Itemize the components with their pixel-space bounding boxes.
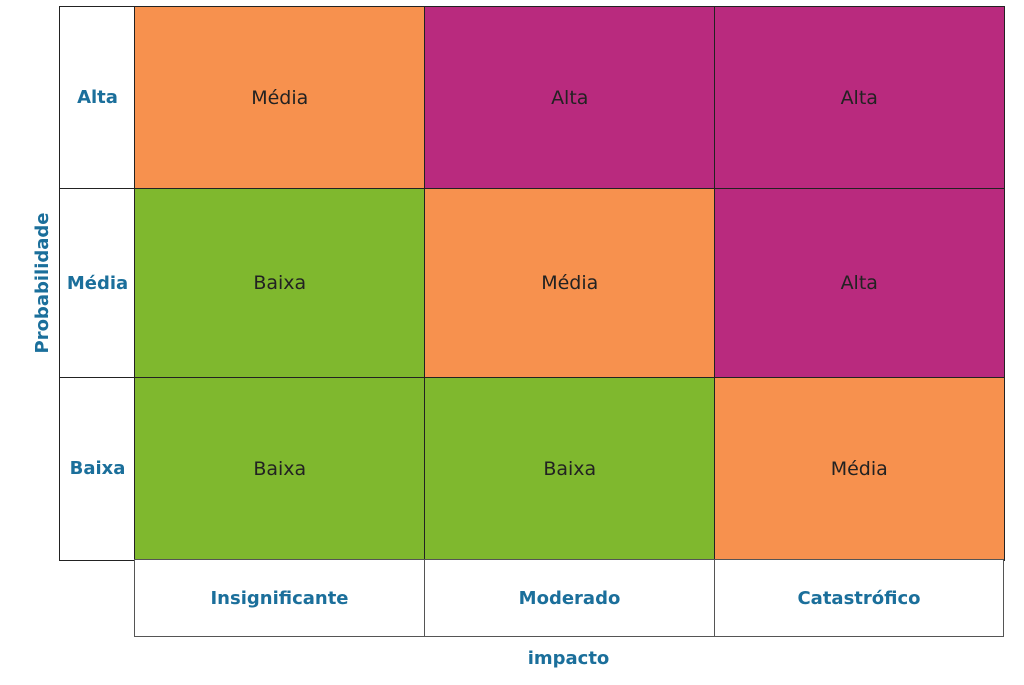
y-axis-label: Probabilidade xyxy=(31,212,53,354)
matrix-cell: Baixa xyxy=(134,377,426,561)
matrix-cell: Média xyxy=(424,188,716,379)
matrix-cell: Alta xyxy=(714,6,1005,190)
matrix-cell: Baixa xyxy=(134,188,426,379)
row-label-2: Baixa xyxy=(59,377,136,561)
row-label-0: Alta xyxy=(59,6,136,190)
x-axis-label: impacto xyxy=(527,647,610,669)
column-label-2: Catastrófico xyxy=(714,559,1004,637)
matrix-cell: Média xyxy=(714,377,1005,561)
matrix-cell: Alta xyxy=(714,188,1005,379)
matrix-cell: Média xyxy=(134,6,426,190)
row-label-1: Média xyxy=(59,188,136,379)
matrix-cell: Alta xyxy=(424,6,716,190)
column-label-1: Moderado xyxy=(424,559,715,637)
matrix-cell: Baixa xyxy=(424,377,716,561)
column-label-0: Insignificante xyxy=(134,559,425,637)
